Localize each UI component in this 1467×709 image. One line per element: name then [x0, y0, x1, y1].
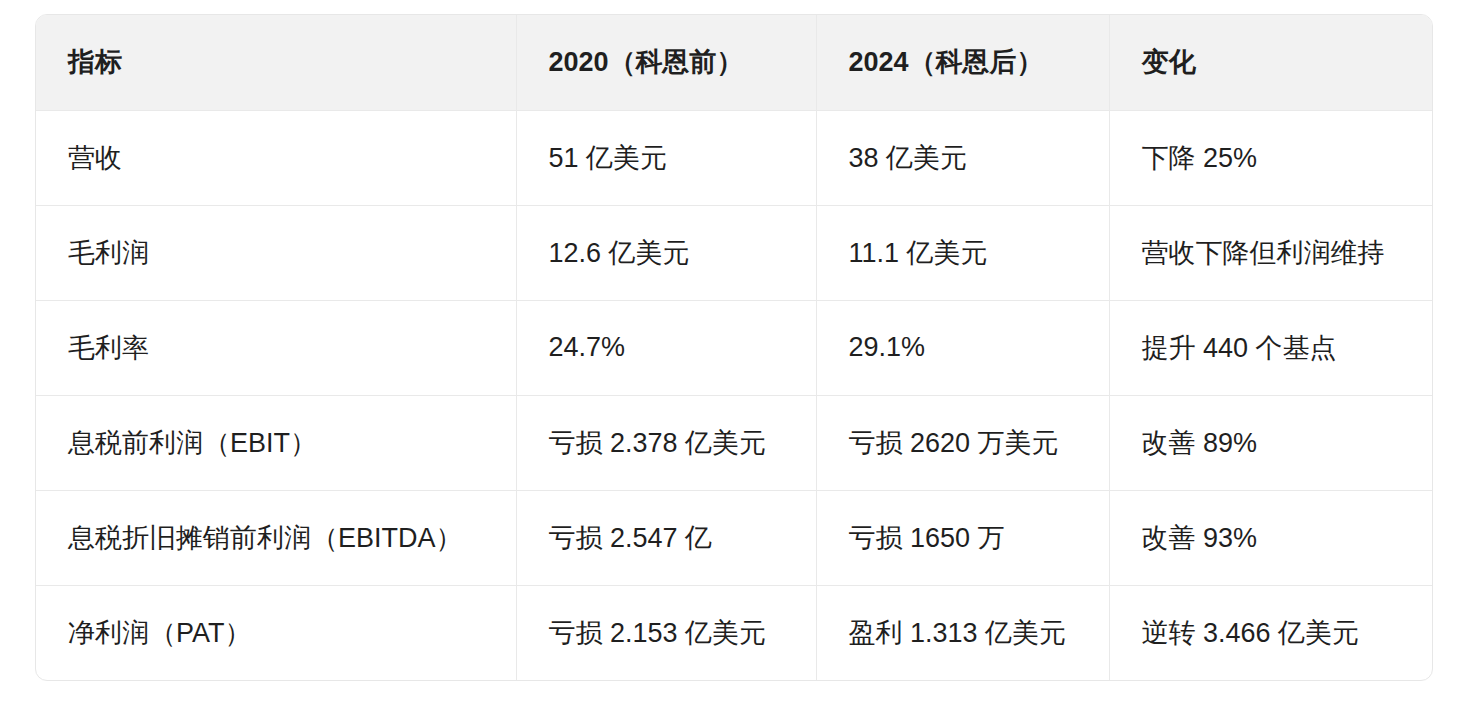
cell-2020: 亏损 2.378 亿美元 — [516, 395, 816, 490]
cell-metric: 净利润（PAT） — [36, 585, 516, 680]
table-row: 毛利率 24.7% 29.1% 提升 440 个基点 — [36, 300, 1433, 395]
cell-metric: 毛利率 — [36, 300, 516, 395]
cell-2020: 51 亿美元 — [516, 110, 816, 205]
cell-2020: 12.6 亿美元 — [516, 205, 816, 300]
column-header-change: 变化 — [1109, 15, 1433, 110]
cell-2024: 盈利 1.313 亿美元 — [816, 585, 1109, 680]
cell-change: 改善 89% — [1109, 395, 1433, 490]
column-header-2024: 2024（科恩后） — [816, 15, 1109, 110]
cell-change: 改善 93% — [1109, 490, 1433, 585]
cell-change: 逆转 3.466 亿美元 — [1109, 585, 1433, 680]
column-header-metric: 指标 — [36, 15, 516, 110]
cell-2024: 29.1% — [816, 300, 1109, 395]
cell-2024: 亏损 2620 万美元 — [816, 395, 1109, 490]
cell-2020: 亏损 2.547 亿 — [516, 490, 816, 585]
financial-comparison-table: 指标 2020（科恩前） 2024（科恩后） 变化 营收 51 亿美元 38 亿… — [36, 15, 1433, 680]
cell-2020: 24.7% — [516, 300, 816, 395]
column-header-2020: 2020（科恩前） — [516, 15, 816, 110]
table-row: 净利润（PAT） 亏损 2.153 亿美元 盈利 1.313 亿美元 逆转 3.… — [36, 585, 1433, 680]
table-row: 息税折旧摊销前利润（EBITDA） 亏损 2.547 亿 亏损 1650 万 改… — [36, 490, 1433, 585]
cell-change: 下降 25% — [1109, 110, 1433, 205]
cell-change: 提升 440 个基点 — [1109, 300, 1433, 395]
table-row: 毛利润 12.6 亿美元 11.1 亿美元 营收下降但利润维持 — [36, 205, 1433, 300]
table-row: 息税前利润（EBIT） 亏损 2.378 亿美元 亏损 2620 万美元 改善 … — [36, 395, 1433, 490]
cell-metric: 息税折旧摊销前利润（EBITDA） — [36, 490, 516, 585]
cell-2024: 38 亿美元 — [816, 110, 1109, 205]
cell-2024: 11.1 亿美元 — [816, 205, 1109, 300]
table-header-row: 指标 2020（科恩前） 2024（科恩后） 变化 — [36, 15, 1433, 110]
cell-metric: 毛利润 — [36, 205, 516, 300]
table-row: 营收 51 亿美元 38 亿美元 下降 25% — [36, 110, 1433, 205]
cell-metric: 营收 — [36, 110, 516, 205]
cell-2024: 亏损 1650 万 — [816, 490, 1109, 585]
cell-metric: 息税前利润（EBIT） — [36, 395, 516, 490]
comparison-table-container: 指标 2020（科恩前） 2024（科恩后） 变化 营收 51 亿美元 38 亿… — [35, 14, 1433, 681]
cell-2020: 亏损 2.153 亿美元 — [516, 585, 816, 680]
cell-change: 营收下降但利润维持 — [1109, 205, 1433, 300]
